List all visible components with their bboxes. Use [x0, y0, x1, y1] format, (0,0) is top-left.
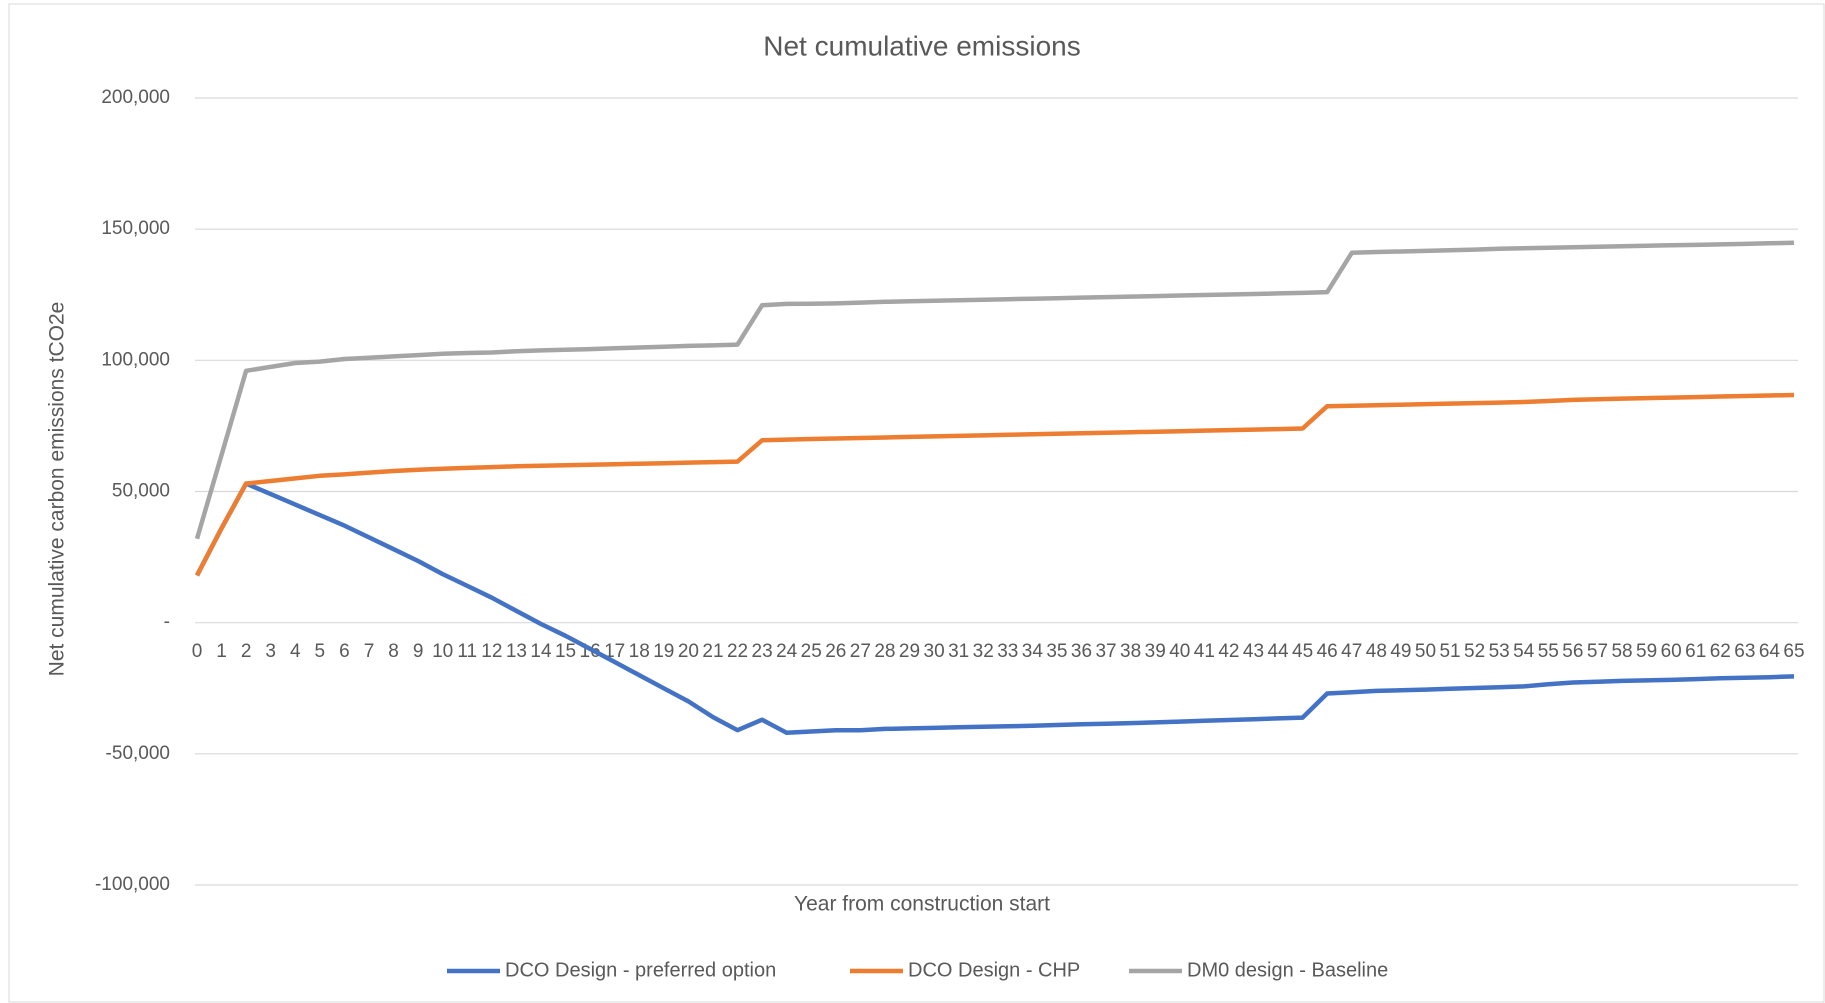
- x-tick-label: 8: [388, 641, 399, 662]
- x-tick-label: 41: [1194, 641, 1215, 662]
- chart-title: Net cumulative emissions: [763, 30, 1080, 61]
- series-line: [195, 392, 1795, 577]
- y-tick-label: -: [164, 612, 170, 633]
- x-tick-label: 25: [801, 641, 822, 662]
- y-tick-label: 200,000: [101, 87, 170, 108]
- x-tick-label: 19: [653, 641, 674, 662]
- x-tick-label: 37: [1095, 641, 1116, 662]
- x-tick-label: 2: [241, 641, 252, 662]
- x-tick-label: 15: [555, 641, 576, 662]
- x-tick-label: 59: [1636, 641, 1657, 662]
- chart-frame: [8, 3, 1825, 1003]
- x-tick-label: 32: [973, 641, 994, 662]
- x-tick-label: 62: [1710, 641, 1731, 662]
- x-tick-label: 26: [825, 641, 846, 662]
- x-tick-label: 48: [1366, 641, 1387, 662]
- x-tick-label: 3: [265, 641, 276, 662]
- x-tick-label: 58: [1611, 641, 1632, 662]
- x-tick-label: 29: [899, 641, 920, 662]
- x-tick-label: 5: [315, 641, 326, 662]
- y-tick-label: -50,000: [106, 743, 170, 764]
- x-tick-label: 36: [1071, 641, 1092, 662]
- x-tick-label: 18: [629, 641, 650, 662]
- x-tick-label: 34: [1022, 641, 1044, 662]
- x-tick-label: 63: [1734, 641, 1755, 662]
- x-tick-label: 9: [413, 641, 424, 662]
- x-tick-label: 35: [1046, 641, 1067, 662]
- x-tick-label: 52: [1464, 641, 1485, 662]
- x-tick-label: 20: [678, 641, 699, 662]
- x-tick-label: 65: [1783, 641, 1804, 662]
- legend-label: DM0 design - Baseline: [1187, 959, 1388, 981]
- x-tick-label: 57: [1587, 641, 1608, 662]
- x-tick-label: 27: [850, 641, 871, 662]
- x-tick-label: 61: [1685, 641, 1706, 662]
- x-tick-label: 1: [216, 641, 227, 662]
- x-tick-label: 55: [1538, 641, 1559, 662]
- y-tick-label: 50,000: [112, 481, 170, 502]
- x-tick-label: 40: [1169, 641, 1190, 662]
- x-tick-label: 44: [1267, 641, 1289, 662]
- x-tick-label: 12: [481, 641, 502, 662]
- x-tick-label: 60: [1661, 641, 1682, 662]
- x-tick-label: 28: [874, 641, 895, 662]
- series-line: [195, 481, 1795, 736]
- x-tick-label: 23: [752, 641, 773, 662]
- x-tick-label: 14: [530, 641, 552, 662]
- legend-label: DCO Design - CHP: [908, 959, 1080, 981]
- x-tick-label: 54: [1513, 641, 1535, 662]
- x-tick-label: 39: [1145, 641, 1166, 662]
- x-tick-label: 38: [1120, 641, 1141, 662]
- x-tick-label: 50: [1415, 641, 1436, 662]
- x-tick-label: 56: [1562, 641, 1583, 662]
- x-tick-label: 43: [1243, 641, 1264, 662]
- x-tick-label: 6: [339, 641, 350, 662]
- x-axis-label: Year from construction start: [794, 893, 1050, 916]
- x-tick-label: 47: [1341, 641, 1362, 662]
- x-tick-label: 64: [1759, 641, 1781, 662]
- y-tick-label: 100,000: [101, 349, 170, 370]
- y-tick-label: -100,000: [95, 874, 170, 895]
- x-tick-label: 11: [457, 641, 477, 662]
- legend-label: DCO Design - preferred option: [505, 959, 776, 981]
- x-tick-label: 42: [1218, 641, 1239, 662]
- x-tick-label: 49: [1390, 641, 1411, 662]
- x-tick-label: 4: [290, 641, 301, 662]
- x-tick-label: 53: [1489, 641, 1510, 662]
- x-tick-label: 24: [776, 641, 798, 662]
- y-axis-label: Net cumulative carbon emissions tCO2e: [46, 302, 69, 677]
- x-tick-label: 7: [364, 641, 375, 662]
- x-tick-label: 51: [1439, 641, 1460, 662]
- x-tick-label: 10: [432, 641, 453, 662]
- y-tick-label: 150,000: [101, 218, 170, 239]
- x-tick-label: 22: [727, 641, 748, 662]
- x-tick-label: 21: [702, 641, 723, 662]
- x-tick-label: 0: [192, 641, 203, 662]
- series-line: [194, 240, 1795, 540]
- x-tick-label: 45: [1292, 641, 1313, 662]
- x-tick-label: 30: [924, 641, 945, 662]
- x-tick-label: 33: [997, 641, 1018, 662]
- x-tick-label: 13: [506, 641, 527, 662]
- x-tick-label: 31: [948, 641, 969, 662]
- x-tick-label: 46: [1317, 641, 1338, 662]
